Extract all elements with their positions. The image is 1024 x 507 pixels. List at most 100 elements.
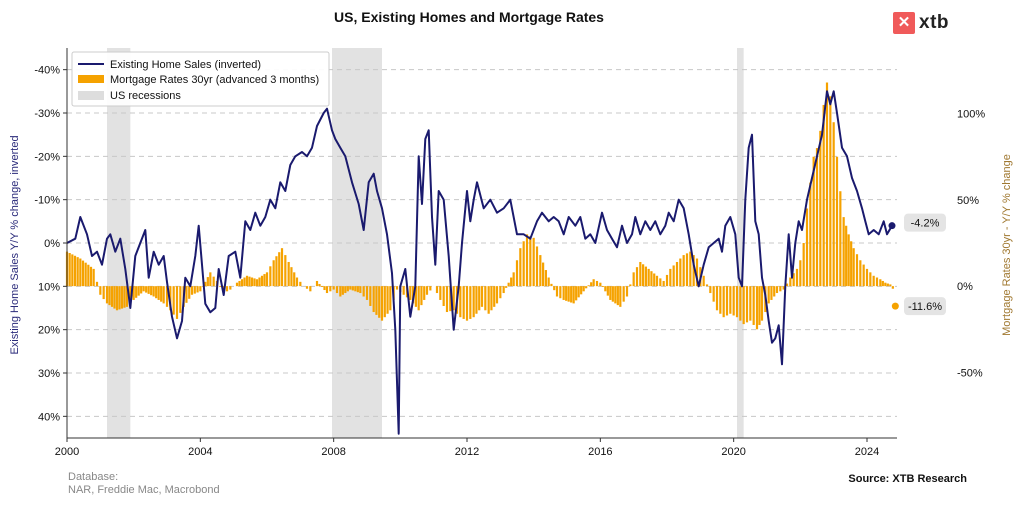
mortgage-bar [609, 286, 612, 300]
mortgage-bar [606, 286, 609, 296]
mortgage-bar [550, 283, 553, 287]
mortgage-bar [869, 272, 872, 287]
mortgage-bar [147, 286, 150, 294]
x-tick-label: 2024 [855, 446, 879, 458]
mortgage-bar [229, 286, 232, 290]
mortgage-bar [582, 286, 585, 292]
mortgage-bar [263, 274, 266, 287]
mortgage-bar [309, 286, 312, 292]
mortgage-bar [850, 241, 853, 287]
mortgage-bar [87, 264, 90, 287]
mortgage-bar [502, 286, 505, 294]
mortgage-bar [585, 286, 588, 289]
mortgage-bar [855, 254, 859, 287]
mortgage-bar [702, 275, 705, 287]
mortgage-bar [188, 286, 191, 299]
mortgage-bar [510, 277, 513, 287]
left-tick-label: 30% [38, 368, 60, 380]
legend-swatch-mortgage [78, 75, 104, 83]
mortgage-bar [265, 272, 269, 287]
mortgage-bar [73, 255, 77, 287]
home-sales-end-label-bg [904, 213, 946, 232]
right-tick-label: 0% [957, 281, 973, 293]
mortgage-bar [157, 286, 160, 300]
mortgage-bar [611, 286, 614, 302]
mortgage-end-label-bg [904, 297, 946, 316]
mortgage-bar [160, 286, 163, 302]
mortgage-bar [255, 279, 259, 287]
x-tick-label: 2020 [721, 446, 745, 458]
mortgage-bar [752, 286, 755, 325]
mortgage-bar [689, 251, 692, 287]
mortgage-bar [604, 286, 607, 292]
mortgage-bar [190, 286, 194, 295]
mortgage-bar [487, 286, 490, 314]
mortgage-bar [240, 279, 244, 287]
mortgage-bar [789, 277, 792, 287]
mortgage-bar [349, 286, 352, 290]
mortgage-bar [839, 191, 842, 287]
mortgage-bar [614, 286, 617, 304]
mortgage-bar [395, 286, 399, 290]
mortgage-bar [145, 286, 148, 293]
mortgage-bar [749, 286, 752, 321]
mortgage-bar [715, 286, 719, 311]
mortgage-bar [99, 286, 102, 295]
mortgage-bar [120, 286, 124, 309]
footer-database: Database: NAR, Freddie Mac, Macrobond [68, 471, 220, 497]
mortgage-bar [539, 255, 542, 287]
mortgage-bar [499, 286, 502, 299]
mortgage-bar [884, 282, 887, 287]
mortgage-bar [414, 286, 417, 307]
mortgage-bar [137, 286, 140, 296]
mortgage-bar [719, 286, 722, 314]
mortgage-bar [484, 286, 487, 311]
mortgage-bar [493, 286, 496, 307]
mortgage-bar [792, 273, 795, 287]
mortgage-bar [682, 255, 685, 287]
mortgage-bar [140, 286, 143, 294]
legend-recessions: US recessions [110, 90, 181, 102]
mortgage-bar [76, 257, 79, 287]
mortgage-bar [329, 286, 332, 292]
axes: -40%-30%-20%-10%0%10%20%30%40%100%50%0%-… [34, 48, 985, 458]
mortgage-bar [542, 262, 545, 287]
left-tick-label: -40% [34, 65, 60, 77]
mortgage-bar [562, 286, 565, 300]
mortgage-bar [123, 286, 126, 308]
mortgage-bar [875, 277, 879, 287]
mortgage-bar [872, 275, 875, 287]
mortgage-bar [575, 286, 578, 301]
mortgage-bar [429, 286, 432, 291]
mortgage-bar [644, 266, 647, 287]
legend-home-sales: Existing Home Sales (inverted) [110, 59, 261, 71]
mortgage-bar [732, 286, 735, 316]
xtb-logo-mark: ✕ [893, 12, 915, 34]
mortgage-bar [755, 286, 759, 330]
mortgage-bar [529, 236, 532, 287]
mortgage-bar [512, 272, 515, 287]
left-tick-label: 20% [38, 325, 60, 337]
mortgage-bar [356, 286, 359, 293]
x-tick-label: 2004 [188, 446, 212, 458]
x-tick-label: 2000 [55, 446, 79, 458]
mortgage-bar [835, 156, 839, 287]
mortgage-bar [175, 286, 179, 319]
mortgage-bar [258, 277, 261, 287]
mortgage-bar [478, 286, 481, 311]
mortgage-bar [84, 262, 87, 287]
mortgage-bar [445, 286, 449, 313]
mortgage-bar [729, 286, 732, 314]
mortgage-bar [653, 273, 656, 287]
mortgage-bar [219, 286, 222, 288]
mortgage-bar [346, 286, 349, 292]
mortgage-bar [522, 241, 525, 287]
mortgage-bar [250, 277, 254, 287]
mortgage-bar [587, 285, 590, 287]
mortgage-bar [386, 286, 389, 314]
mortgage-bar [142, 286, 145, 292]
mortgage-bar [185, 286, 188, 303]
mortgage-bar [204, 281, 207, 287]
mortgage-bar [647, 268, 650, 287]
mortgage-bar [323, 286, 326, 291]
